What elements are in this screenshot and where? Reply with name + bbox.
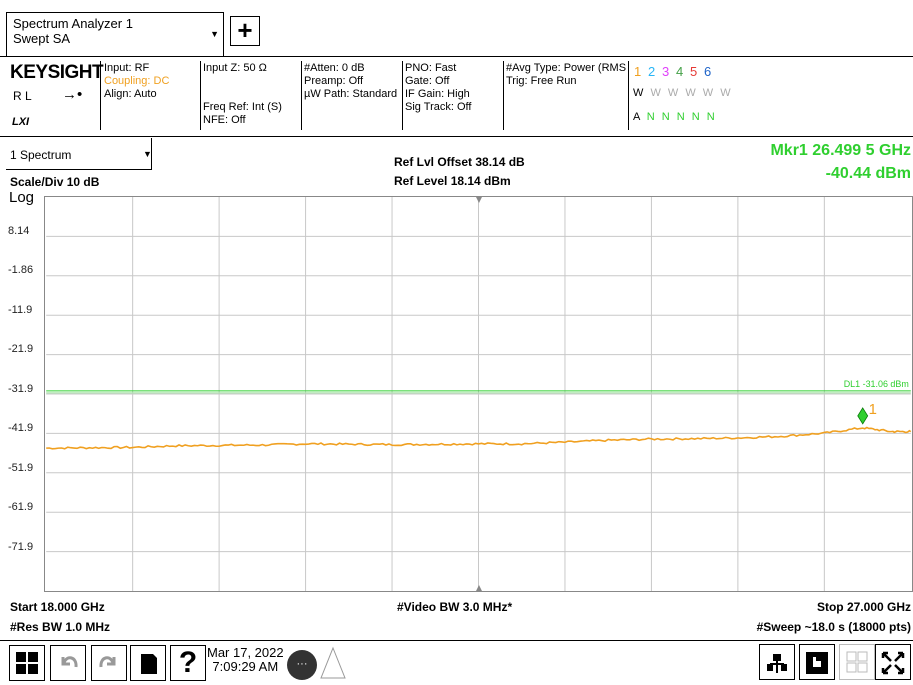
touch-mode-button[interactable] (799, 644, 835, 680)
preamp-setting[interactable]: Preamp: Off (304, 75, 364, 87)
input-z-setting[interactable]: Input Z: 50 Ω (203, 62, 267, 74)
touch-icon (806, 652, 828, 674)
windows-start-button[interactable] (9, 645, 45, 681)
stop-frequency: Stop 27.000 GHz (816, 600, 911, 614)
divider (402, 61, 403, 130)
y-tick-label: -41.9 (8, 422, 34, 434)
sig-track-setting[interactable]: Sig Track: Off (405, 101, 472, 113)
bottom-center-indicator (476, 585, 482, 591)
coupling-setting[interactable]: Coupling: DC (104, 75, 170, 87)
measurement-name: Swept SA (13, 31, 71, 46)
freq-ref-setting[interactable]: Freq Ref: Int (S) (203, 101, 282, 113)
trace-5-number[interactable]: 5 (690, 64, 698, 79)
trace-1-number[interactable]: 1 (634, 64, 642, 79)
gate-setting[interactable]: Gate: Off (405, 75, 450, 87)
display-line-label: DL1 -31.06 dBm (844, 379, 909, 389)
trace-4-number[interactable]: 4 (676, 64, 684, 79)
marker-diamond (857, 407, 869, 425)
undo-button[interactable] (50, 645, 86, 681)
y-tick-label: 8.14 (8, 225, 30, 237)
redo-button[interactable] (91, 645, 127, 681)
y-tick-label: -31.9 (8, 383, 34, 395)
date-label: Mar 17, 2022 (207, 645, 284, 660)
y-tick-label: -1.86 (8, 264, 34, 276)
triangle-icon[interactable] (319, 646, 347, 680)
divider (200, 61, 201, 130)
sweep-time: #Sweep ~18.0 s (18000 pts) (756, 620, 911, 634)
add-screen-button[interactable]: + (230, 16, 260, 46)
trace-types: W W W W W W (633, 87, 733, 99)
input-setting[interactable]: Input: RF (104, 62, 150, 74)
y-tick-label: -71.9 (8, 541, 34, 553)
split-view-icon (846, 651, 868, 673)
pno-setting[interactable]: PNO: Fast (405, 62, 457, 74)
marker-number: 1 (869, 401, 877, 418)
dropdown-arrow-icon: ▼ (210, 29, 219, 39)
res-bw: #Res BW 1.0 MHz (10, 620, 111, 634)
spectrum-graph[interactable]: DL1 -31.06 dBm 1 (44, 196, 913, 592)
brand-logo: KEYSIGHT (10, 62, 104, 83)
divider (100, 61, 101, 130)
undo-icon (61, 656, 78, 668)
trace-detectors: A N N N N N (633, 111, 717, 123)
chat-icon[interactable]: ··· (287, 650, 317, 680)
divider (503, 61, 504, 130)
zoom-arrows-icon (881, 651, 905, 675)
if-gain-setting[interactable]: IF Gain: High (405, 88, 470, 100)
ref-offset-label: Ref Lvl Offset 38.14 dB (394, 155, 525, 169)
trace-3-number[interactable]: 3 (662, 64, 670, 79)
file-icon (141, 654, 157, 674)
title-bar (0, 0, 913, 57)
y-tick-label: -11.9 (8, 304, 33, 316)
zoom-button[interactable] (875, 644, 911, 680)
align-setting[interactable]: Align: Auto (104, 88, 157, 100)
atten-setting[interactable]: #Atten: 0 dB (304, 62, 365, 74)
windows-icon (16, 652, 38, 674)
trace-line (46, 426, 912, 450)
trace-types-inactive: W W W W W (645, 87, 733, 99)
nfe-setting[interactable]: NFE: Off (203, 114, 246, 126)
avg-type-setting[interactable]: #Avg Type: Power (RMS (506, 62, 627, 74)
marker-table-button[interactable] (759, 644, 795, 680)
window-name: 1 Spectrum (10, 148, 72, 162)
ref-level-label: Ref Level 18.14 dBm (394, 174, 511, 188)
trace-6-number[interactable]: 6 (704, 64, 712, 79)
time-label: 7:09:29 AM (212, 659, 279, 674)
redo-icon (99, 656, 116, 668)
file-button[interactable] (130, 645, 166, 681)
marker-table-icon (767, 654, 787, 673)
split-view-button[interactable] (839, 644, 875, 680)
help-button[interactable]: ? (170, 645, 206, 681)
video-bw: #Video BW 3.0 MHz* (397, 600, 513, 614)
divider (301, 61, 302, 130)
top-center-indicator (476, 197, 482, 203)
settings-panel (0, 57, 913, 137)
y-tick-label: -61.9 (8, 501, 34, 513)
y-tick-label: -21.9 (8, 343, 34, 355)
divider (628, 61, 629, 130)
marker-amplitude-readout: -40.44 dBm (825, 165, 911, 182)
y-tick-label: -51.9 (8, 462, 34, 474)
marker-frequency-readout: Mkr1 26.499 5 GHz (770, 142, 911, 159)
graph-grid (46, 197, 911, 591)
log-label: Log (9, 189, 35, 206)
window-selector[interactable] (6, 138, 152, 170)
datetime: Mar 17, 2022 7:09:29 AM (207, 646, 284, 674)
dropdown-arrow-icon: ▼ (143, 149, 152, 159)
start-frequency: Start 18.000 GHz (10, 600, 105, 614)
lxi-logo: LXI (12, 116, 30, 128)
rl-indicator: R L (13, 89, 32, 103)
rf-input-arrow-icon: →• (62, 86, 83, 103)
scale-div-label: Scale/Div 10 dB (10, 175, 100, 189)
mode-name: Spectrum Analyzer 1 (13, 16, 133, 31)
trace-detectors-inactive: N N N N N (641, 111, 717, 123)
trace-2-number[interactable]: 2 (648, 64, 656, 79)
mode-selector[interactable]: Spectrum Analyzer 1 Swept SA ▼ (6, 12, 224, 56)
uw-path-setting[interactable]: µW Path: Standard (304, 88, 398, 100)
trigger-setting[interactable]: Trig: Free Run (506, 75, 577, 87)
